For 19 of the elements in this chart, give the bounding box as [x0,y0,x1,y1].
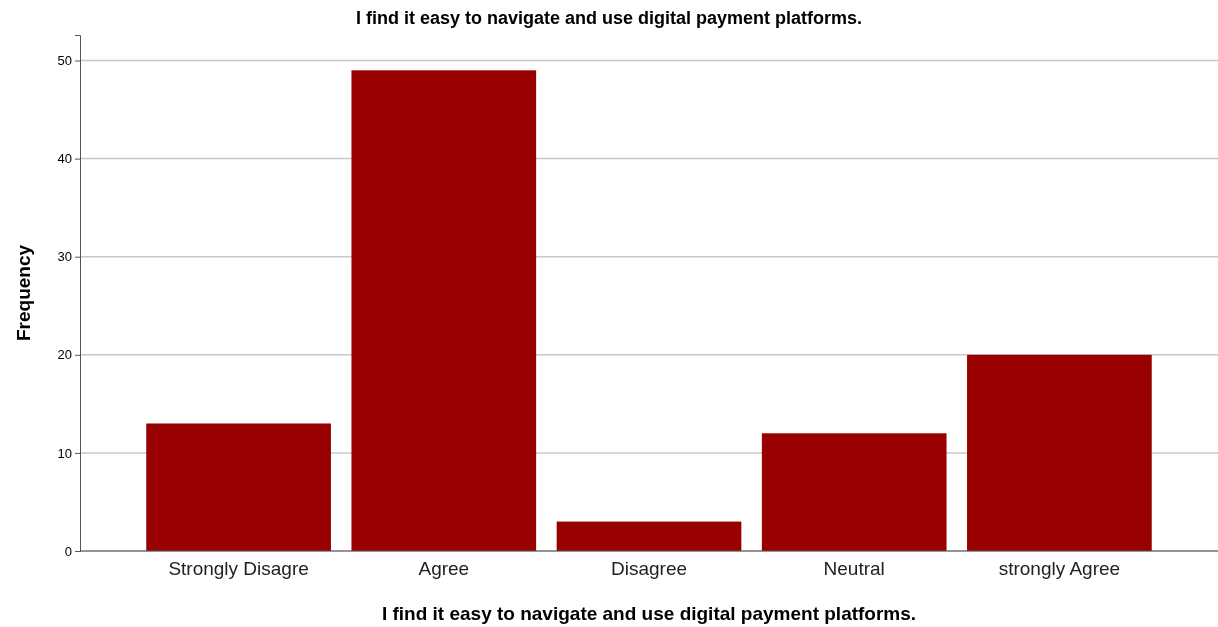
bar [146,423,331,551]
bar [761,433,947,551]
y-tick-label: 50 [57,53,72,69]
x-tick-label: strongly Agree [998,557,1121,579]
y-tick-label: 10 [57,445,72,461]
x-tick-label: Strongly Disagre [168,557,309,579]
x-tick-label: Agree [418,557,470,579]
bar [967,354,1152,551]
y-tick-label: 30 [57,249,72,265]
bar [556,521,742,551]
y-tick-label: 20 [57,347,72,363]
y-axis-title: Frequency [13,244,34,342]
y-tick-label: 40 [57,151,72,167]
x-tick-label: Disagree [610,557,688,579]
chart-title: I find it easy to navigate and use digital payment platforms. [355,8,863,28]
x-axis-title: I find it easy to navigate and use digital payment platforms. [381,603,917,624]
x-tick-label: Neutral [823,557,885,579]
bar [351,70,537,551]
y-tick-label: 0 [64,543,72,559]
